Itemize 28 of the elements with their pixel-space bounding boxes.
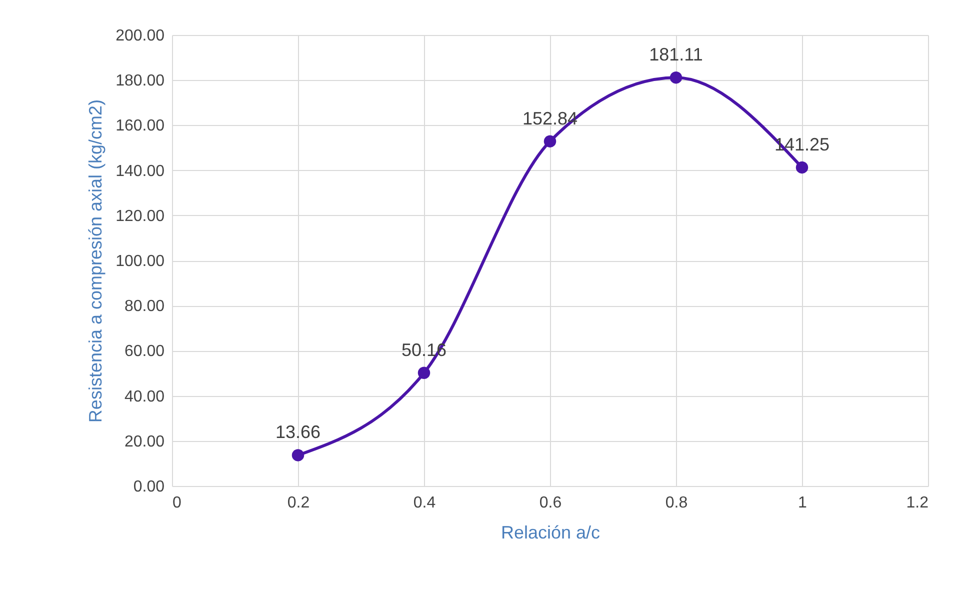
y-tick-label: 100.00: [116, 253, 165, 270]
x-axis-title: Relación a/c: [500, 522, 600, 542]
data-label: 13.66: [275, 422, 321, 442]
x-tick-label: 0: [172, 494, 182, 512]
y-tick-label: 60.00: [124, 343, 165, 360]
point: [796, 161, 808, 174]
y-tick-label: 80.00: [124, 298, 165, 316]
x-tick-label: 0.2: [287, 494, 310, 512]
y-tick-label: 120.00: [116, 208, 165, 225]
data-label: 181.11: [649, 44, 703, 65]
y-tick-label: 20.00: [124, 433, 165, 450]
data-label: 152.84: [522, 108, 578, 128]
y-axis-title: Resistencia a compresión axial (kg/cm2): [86, 99, 106, 423]
y-tick-label: 160.00: [116, 118, 165, 135]
y-tick-label: 140.00: [116, 162, 165, 180]
point: [544, 135, 556, 148]
y-tick-label: 200.00: [116, 28, 165, 44]
point: [292, 449, 304, 462]
x-tick-label: 0.4: [413, 494, 436, 512]
y-tick-label: 0.00: [133, 478, 165, 496]
y-tick-label: 40.00: [124, 388, 165, 406]
x-tick-label: 0.6: [539, 494, 562, 512]
x-tick-label: 1.2: [906, 494, 929, 512]
x-tick-label: 0.8: [665, 494, 688, 512]
point: [670, 71, 682, 84]
x-tick-label: 1: [798, 494, 808, 512]
y-tick-label: 180.00: [116, 72, 165, 90]
point: [418, 366, 430, 379]
